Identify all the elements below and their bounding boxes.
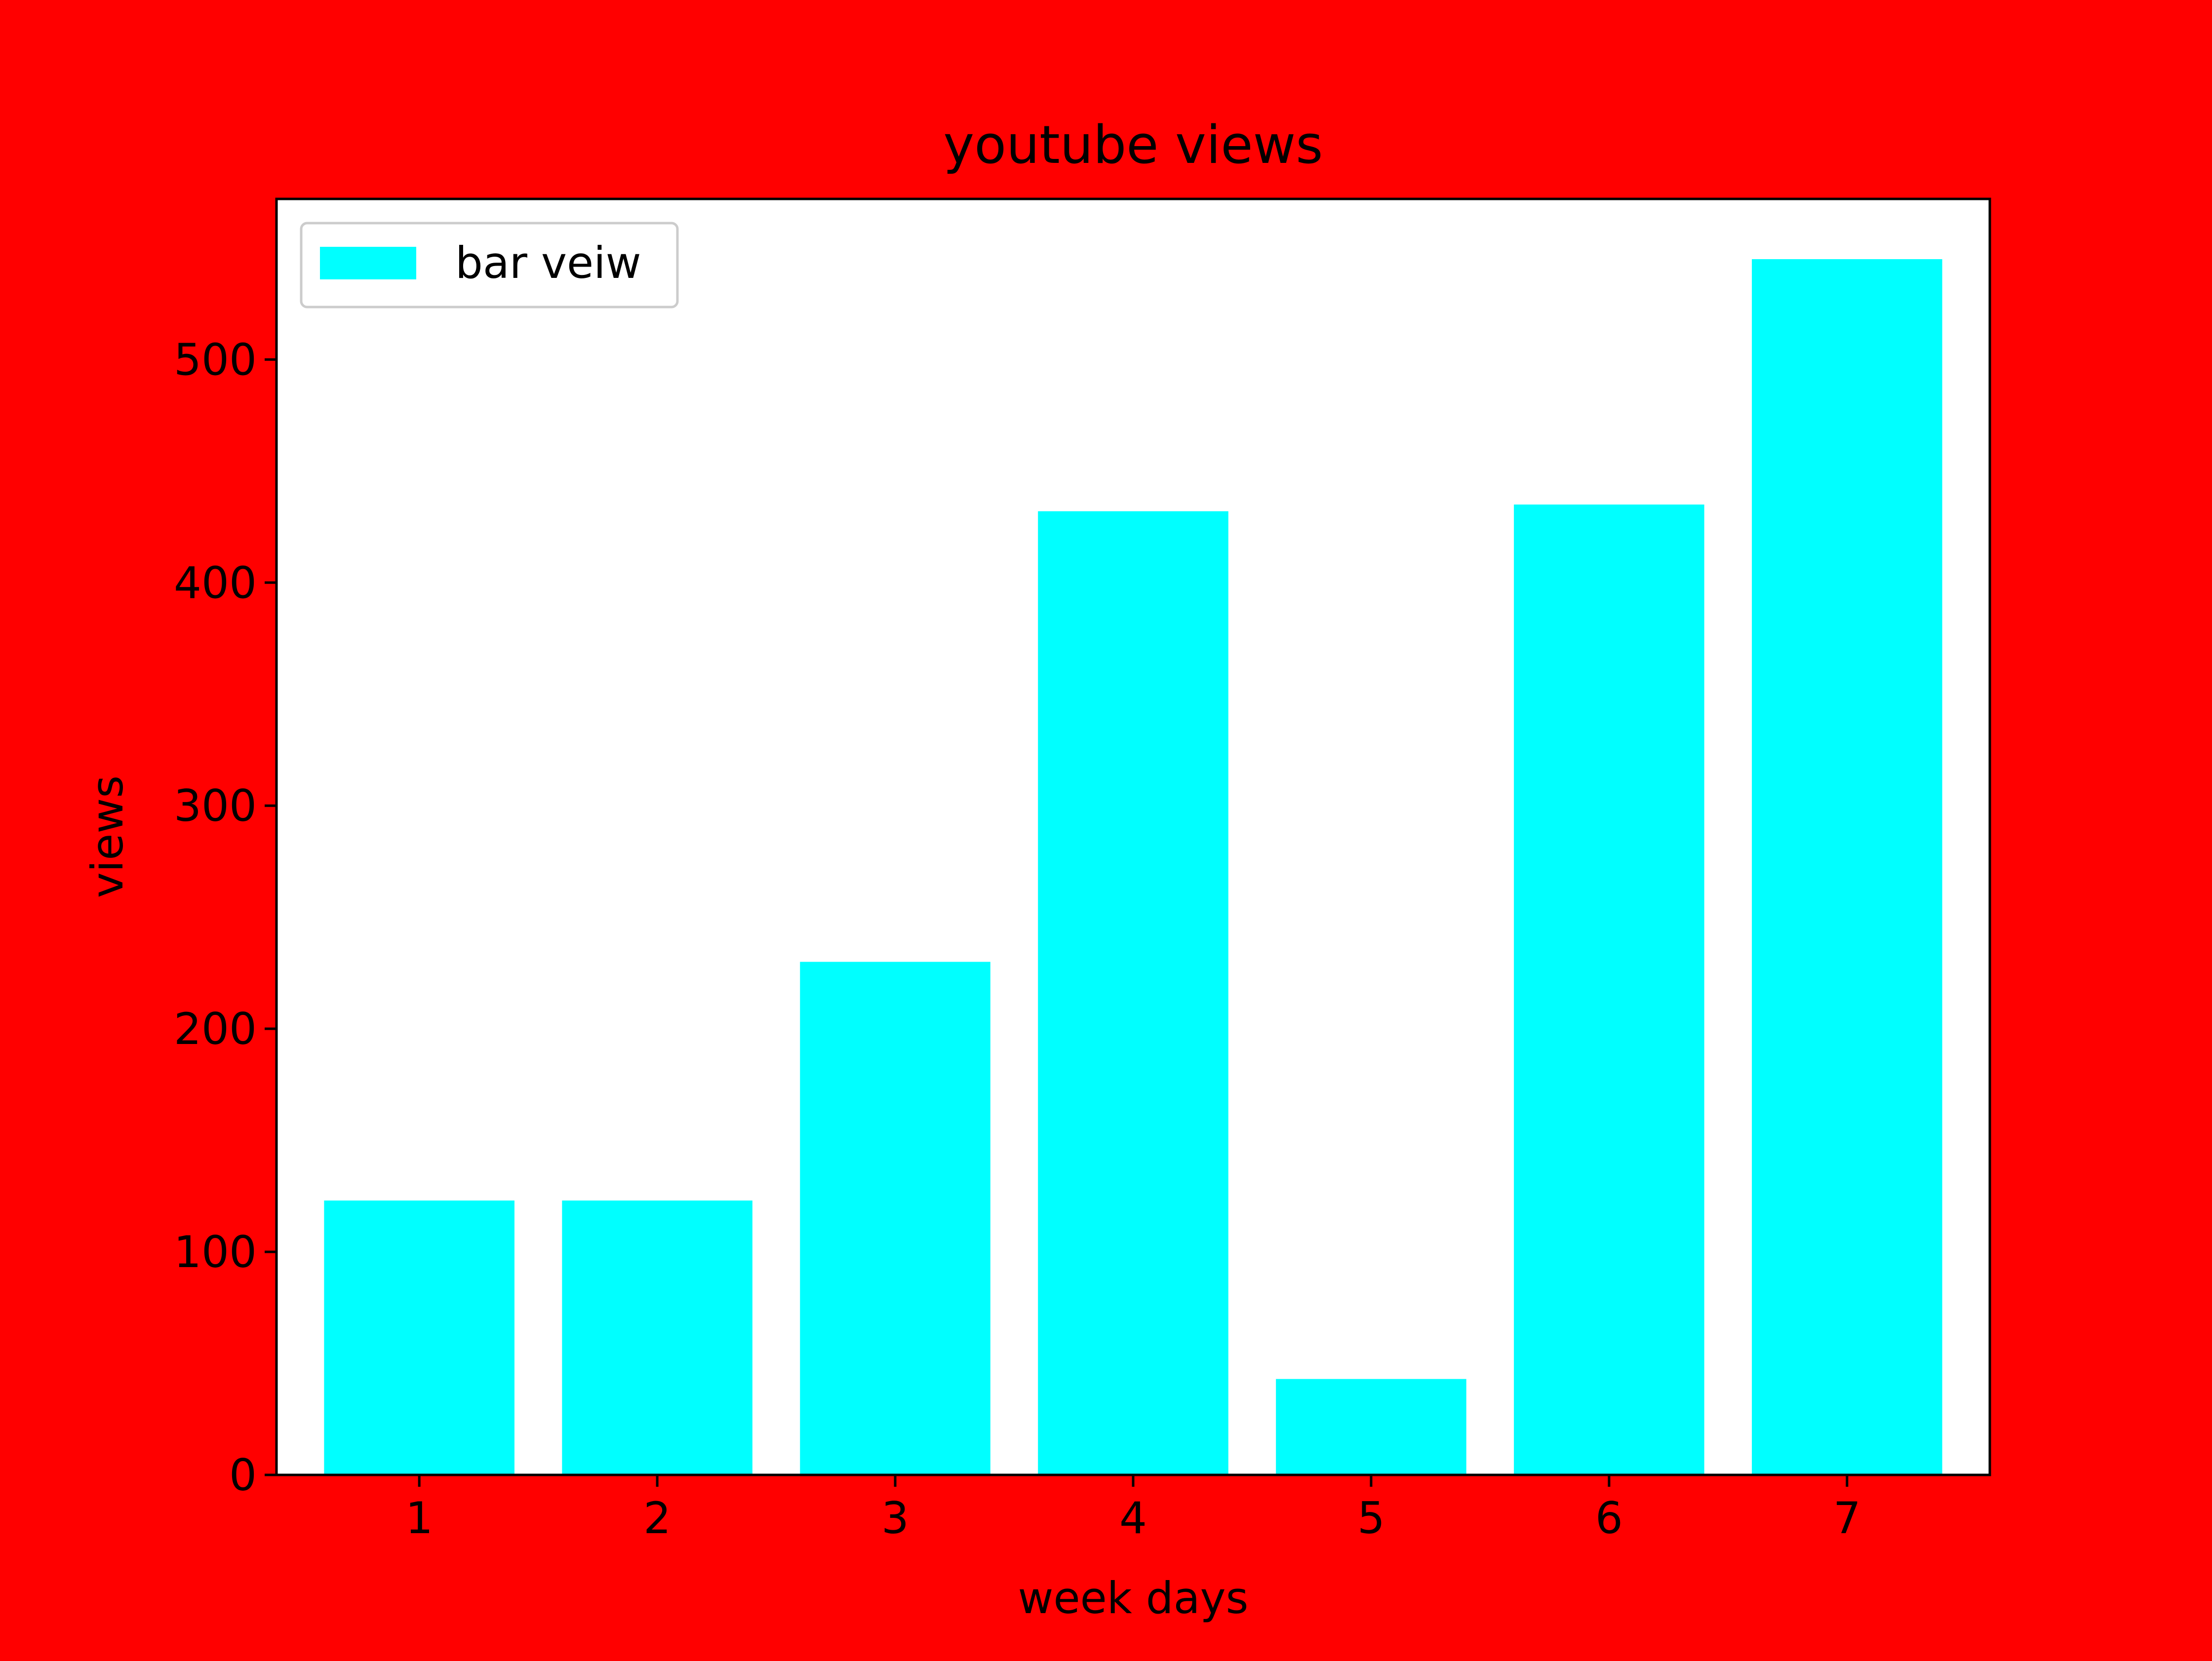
y-tick-label: 400: [174, 557, 257, 608]
x-tick-label: 6: [1595, 1493, 1623, 1544]
y-tick-label: 300: [174, 780, 257, 831]
bar-day-1: [324, 1200, 514, 1475]
x-tick-label: 4: [1119, 1493, 1147, 1544]
x-tick-label: 7: [1833, 1493, 1861, 1544]
bars-layer: [324, 259, 1942, 1475]
y-axis-label: views: [82, 775, 133, 898]
x-tick-label: 5: [1357, 1493, 1385, 1544]
bar-day-2: [562, 1200, 752, 1475]
chart-title: youtube views: [943, 115, 1323, 175]
y-tick-label: 100: [174, 1227, 257, 1277]
y-tick-label: 0: [229, 1450, 257, 1501]
legend-box: [300, 222, 679, 309]
bar-day-4: [1038, 511, 1228, 1475]
bar-day-7: [1752, 259, 1942, 1475]
x-tick-label: 1: [405, 1493, 433, 1544]
y-tick-label: 500: [174, 334, 257, 385]
x-tick-label: 3: [881, 1493, 909, 1544]
x-axis-label: week days: [1018, 1573, 1249, 1623]
bar-day-5: [1276, 1379, 1466, 1475]
x-tick-label: 2: [643, 1493, 671, 1544]
y-tick-label: 200: [174, 1004, 257, 1054]
x-axis-ticks: 1 2 3 4 5 6 7: [405, 1475, 1861, 1544]
legend-swatch: [320, 247, 416, 279]
y-axis-ticks: 0 100 200 300 400 500: [174, 334, 276, 1501]
legend-label: bar veiw: [455, 237, 641, 288]
bar-day-6: [1514, 504, 1704, 1475]
bar-day-3: [800, 962, 990, 1475]
legend: bar veiw: [300, 222, 679, 309]
